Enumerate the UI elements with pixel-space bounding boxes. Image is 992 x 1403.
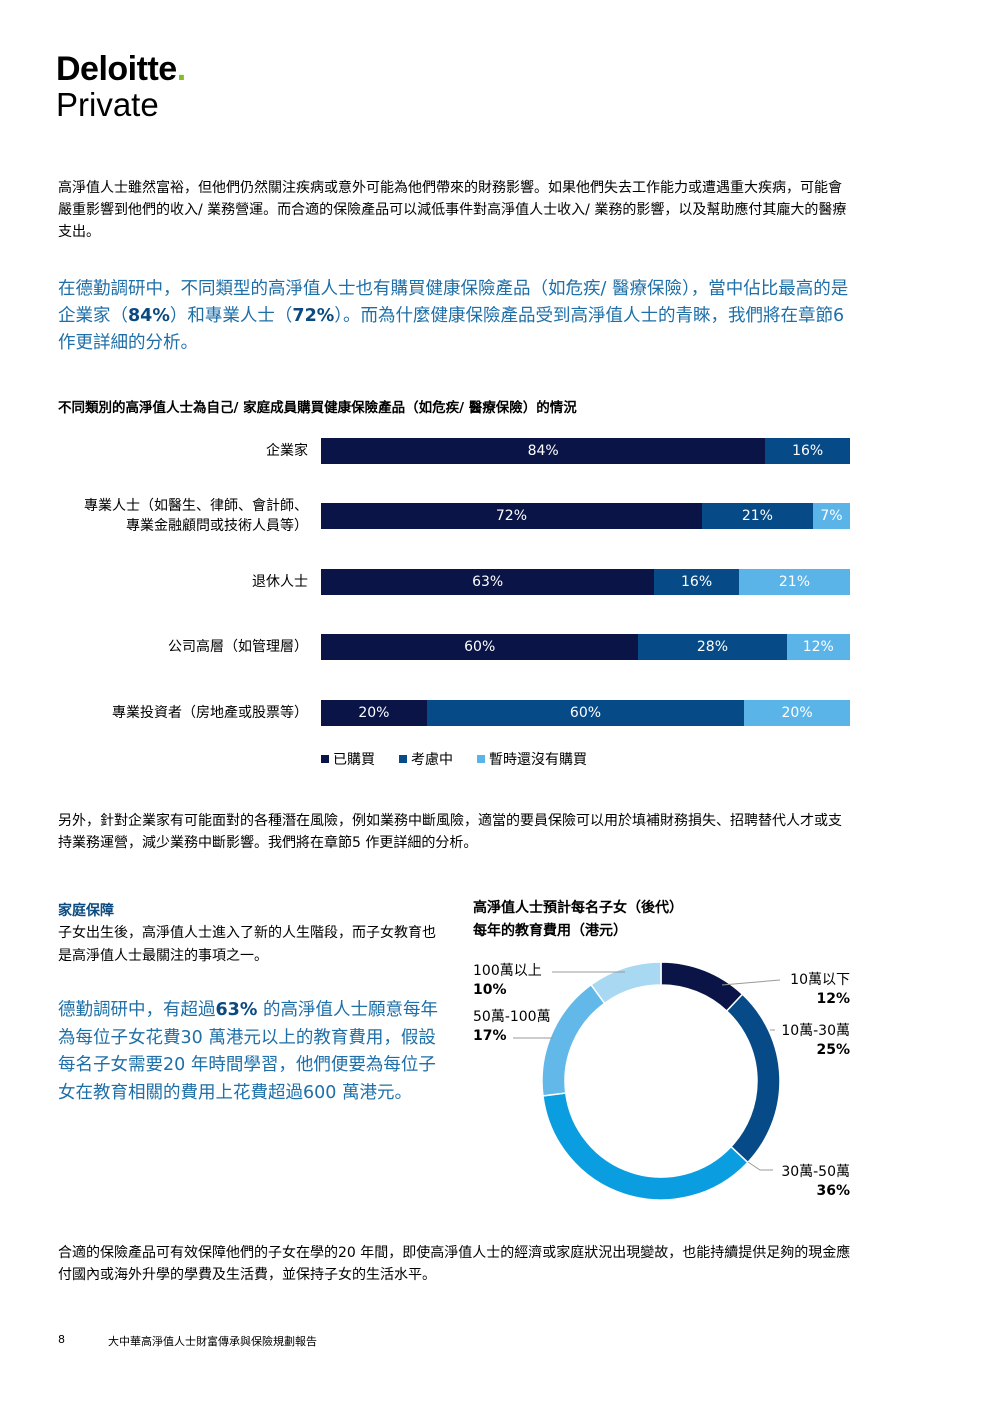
- donut-label-name: 10萬以下: [790, 972, 850, 988]
- legend-swatch: [321, 755, 329, 763]
- bar-segment: 21%: [738, 569, 850, 595]
- bar-category-label: 公司高層（如管理層）: [168, 637, 308, 657]
- donut-slice: [660, 961, 744, 1013]
- highlight-value-professional: 72%: [292, 306, 335, 326]
- donut-label-value: 10%: [473, 982, 507, 998]
- bar-category-label: 退休人士: [252, 572, 308, 592]
- bar-segment: 28%: [638, 634, 787, 660]
- legend-label: 考慮中: [411, 752, 453, 768]
- page-number: 8: [58, 1333, 65, 1346]
- donut-label-under-100k: 10萬以下 12%: [790, 971, 850, 1009]
- legend-item-purchased: 已購買: [321, 749, 375, 769]
- family-highlight-value: 63%: [215, 1000, 258, 1020]
- bar-row: 60% 28% 12%: [321, 634, 850, 660]
- highlight-text-c: ）和專業人士（: [169, 306, 293, 326]
- bar-segment: 7%: [812, 503, 850, 529]
- bar-category-label-line: 專業金融顧問或技術人員等）: [126, 518, 308, 534]
- donut-title-line-1: 高淨值人士預計每名子女（後代）: [473, 900, 683, 916]
- bar-category-label: 專業人士（如醫生、律師、會計師、專業金融顧問或技術人員等）: [84, 496, 308, 536]
- donut-label-value: 17%: [473, 1028, 507, 1044]
- family-highlight: 德勤調研中，有超過63% 的高淨值人士願意每年為每位子女花費30 萬港元以上的教…: [58, 997, 440, 1107]
- highlight-text-a: 在德勤調研中，不同類型的高淨值人士也有購買健康保險產品（如危疾/ 醫療保險），當…: [58, 279, 849, 326]
- legend-swatch: [477, 755, 485, 763]
- paragraph-education-protection: 合適的保險產品可有效保障他們的子女在學的20 年間，即使高淨值人士的經濟或家庭狀…: [58, 1245, 851, 1283]
- bar-segment: 21%: [701, 503, 813, 529]
- family-highlight-c: 的高淨值人士願意每年為每位子女花費30 萬港元以上的教育費用，假設每名子女需要2…: [58, 1000, 438, 1103]
- bar-segment: 16%: [654, 569, 739, 595]
- bar-chart-legend: 已購買 考慮中 暫時還沒有購買: [321, 749, 587, 769]
- bar-row: 63% 16% 21%: [321, 569, 850, 595]
- legend-label: 已購買: [333, 752, 375, 768]
- bar-segment: 63%: [321, 569, 655, 595]
- highlight-value-entrepreneur: 84%: [128, 306, 170, 326]
- donut-label-value: 12%: [816, 991, 850, 1007]
- leader-line-slice-2: [747, 1161, 773, 1171]
- leader-line-slice-0: [721, 979, 781, 986]
- donut-label-100k-300k: 10萬-30萬 25%: [781, 1022, 850, 1060]
- paragraph-highlight: 在德勤調研中，不同類型的高淨值人士也有購買健康保險產品（如危疾/ 醫療保險），當…: [58, 276, 853, 357]
- bar-category-label-line: 企業家: [266, 443, 308, 459]
- bar-segment: 60%: [426, 700, 745, 726]
- bar-category-label-line: 專業投資者（房地產或股票等）: [112, 705, 308, 721]
- donut-chart-title: 高淨值人士預計每名子女（後代） 每年的教育費用（港元）: [473, 897, 683, 943]
- donut-label-name: 100萬以上: [473, 963, 542, 979]
- bar-segment: 60%: [321, 634, 639, 660]
- donut-slice: [541, 983, 606, 1097]
- donut-label-value: 25%: [816, 1042, 850, 1058]
- donut-label-name: 30萬-50萬: [781, 1164, 850, 1180]
- legend-item-considering: 考慮中: [399, 749, 453, 769]
- deloitte-logo: Deloitte. Private: [56, 52, 186, 121]
- donut-label-300k-500k: 30萬-50萬 36%: [781, 1163, 850, 1201]
- bar-segment: 12%: [786, 634, 850, 660]
- legend-item-not-yet: 暫時還沒有購買: [477, 749, 587, 769]
- bar-segment: 20%: [744, 700, 850, 726]
- bar-category-label-line: 退休人士: [252, 574, 308, 590]
- bar-category-label: 專業投資者（房地產或股票等）: [112, 703, 308, 723]
- legend-swatch: [399, 755, 407, 763]
- section-heading-family: 家庭保障: [58, 903, 114, 919]
- family-highlight-a: 德勤調研中，有超過: [58, 1000, 216, 1020]
- donut-slice: [542, 1092, 749, 1201]
- donut-label-over-1m: 100萬以上 10%: [473, 962, 542, 1000]
- bar-category-label: 企業家: [266, 441, 308, 461]
- bar-row: 72% 21% 7%: [321, 503, 850, 529]
- highlight-text-d: ）。而為什麼健康保險產品受到高淨值人士的青睞，我們將在章節6 作更詳細的分析。: [58, 306, 845, 353]
- paragraph-key-person: 另外，針對企業家有可能面對的各種潛在風險，例如業務中斷風險，適當的要員保險可以用…: [58, 813, 842, 851]
- bar-category-label-line: 公司高層（如管理層）: [168, 639, 308, 655]
- bar-segment: 72%: [321, 503, 702, 529]
- bar-category-label-line: 專業人士（如醫生、律師、會計師、: [84, 498, 308, 514]
- family-text: 子女出生後，高淨值人士進入了新的人生階段，而子女教育也是高淨值人士最關注的事項之…: [58, 925, 436, 964]
- bar-segment: 16%: [765, 438, 850, 464]
- donut-label-name: 50萬-100萬: [473, 1009, 551, 1025]
- legend-label: 暫時還沒有購買: [489, 752, 587, 768]
- donut-slice: [725, 993, 781, 1164]
- logo-dot: .: [176, 50, 186, 88]
- donut-label-name: 10萬-30萬: [781, 1023, 850, 1039]
- donut-label-value: 36%: [816, 1183, 850, 1199]
- logo-name: Deloitte: [56, 50, 177, 88]
- paragraph-intro: 高淨值人士雖然富裕，但他們仍然關注疾病或意外可能為他們帶來的財務影響。如果他們失…: [58, 180, 847, 240]
- bar-row: 20% 60% 20%: [321, 700, 850, 726]
- donut-title-line-2: 每年的教育費用（港元）: [473, 923, 627, 939]
- bar-chart-title: 不同類別的高淨值人士為自己/ 家庭成員購買健康保險產品（如危疾/ 醫療保險）的情…: [58, 400, 577, 416]
- bar-segment: 84%: [321, 438, 766, 464]
- donut-label-500k-1m: 50萬-100萬 17%: [473, 1008, 551, 1046]
- logo-sub: Private: [56, 86, 159, 123]
- bar-segment: 20%: [321, 700, 427, 726]
- bar-row: 84% 16%: [321, 438, 850, 464]
- footer-title: 大中華高淨值人士財富傳承與保險規劃報告: [108, 1335, 317, 1348]
- donut-slice: [590, 961, 662, 1005]
